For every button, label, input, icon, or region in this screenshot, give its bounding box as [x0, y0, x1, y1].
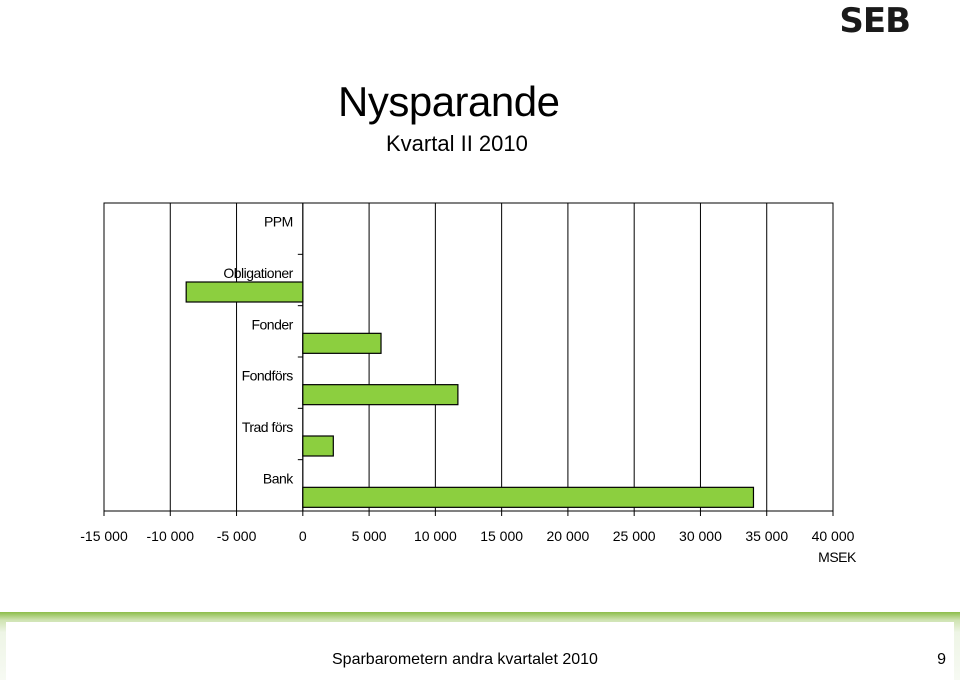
bar [302, 435, 334, 457]
x-tick-label: 40 000 [812, 528, 855, 544]
logo-text: SEB [839, 1, 911, 41]
bar [302, 332, 382, 354]
x-tick-label: 25 000 [613, 528, 656, 544]
x-tick-label: 30 000 [679, 528, 722, 544]
plot-area [103, 202, 834, 512]
x-tick-label: 20 000 [546, 528, 589, 544]
footer-panel [6, 622, 954, 680]
category-label: Fonder [251, 316, 293, 332]
category-label: Trad förs [242, 419, 293, 435]
category-label: Fondförs [242, 368, 294, 384]
x-tick-label: -10 000 [147, 528, 195, 544]
x-tick-label: -5 000 [217, 528, 257, 544]
bar [302, 486, 755, 508]
bar [185, 281, 304, 303]
footer-text: Sparbarometern andra kvartalet 2010 [332, 651, 598, 668]
x-tick-label: 5 000 [352, 528, 387, 544]
page-subtitle: Kvartal II 2010 [386, 131, 528, 156]
x-tick-label: 35 000 [745, 528, 788, 544]
x-tick-label: 10 000 [414, 528, 457, 544]
category-label: PPM [264, 214, 293, 230]
bar [302, 384, 459, 406]
x-tick-label: -15 000 [80, 528, 128, 544]
bar-chart: PPM Obligationer Fonder Fondförs Trad förs Ba… [80, 202, 857, 565]
category-label: Obligationer [223, 265, 293, 281]
page-title: Nysparande [338, 78, 560, 125]
category-label: Bank [263, 470, 294, 486]
seb-logo: SEB [839, 1, 911, 41]
footer: Sparbarometern andra kvartalet 2010 9 [0, 612, 960, 680]
x-tick-label: 0 [299, 528, 307, 544]
x-tick-label: 15 000 [480, 528, 523, 544]
page-number: 9 [937, 651, 946, 668]
x-axis-label: MSEK [818, 549, 857, 565]
